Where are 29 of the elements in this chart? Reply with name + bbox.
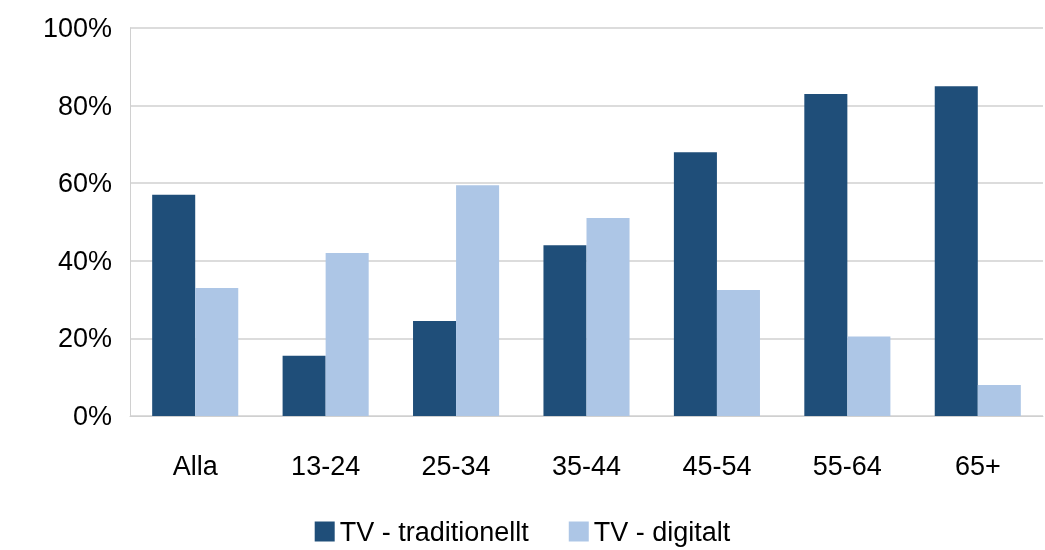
bar — [804, 93, 848, 416]
bar — [152, 194, 196, 416]
y-tick-label: 20% — [57, 323, 112, 354]
bar — [195, 287, 239, 416]
x-tick-label: 55-64 — [812, 450, 882, 481]
y-tick-label: 0% — [72, 401, 112, 431]
bar — [543, 245, 587, 416]
bar — [977, 384, 1021, 416]
bar — [934, 86, 978, 416]
bar — [716, 289, 760, 416]
bar — [456, 185, 500, 416]
bar — [413, 320, 457, 416]
x-tick-label: 25-34 — [421, 450, 491, 481]
x-tick-label: 13-24 — [291, 450, 361, 481]
bar — [325, 253, 369, 416]
bar — [673, 152, 717, 416]
y-tick-label: 80% — [57, 90, 112, 121]
y-tick-label: 60% — [57, 168, 112, 199]
bar — [847, 336, 891, 416]
x-tick-label: 65+ — [954, 450, 1001, 481]
x-tick-label: Alla — [172, 450, 219, 481]
bar — [282, 355, 326, 416]
bar — [586, 218, 630, 416]
y-tick-label: 100% — [42, 13, 112, 43]
legend-label: TV - traditionellt — [339, 516, 530, 547]
x-tick-label: 35-44 — [551, 450, 622, 481]
legend-label: TV - digitalt — [593, 516, 731, 547]
y-tick-label: 40% — [57, 245, 112, 276]
x-tick-label: 45-54 — [682, 450, 752, 481]
